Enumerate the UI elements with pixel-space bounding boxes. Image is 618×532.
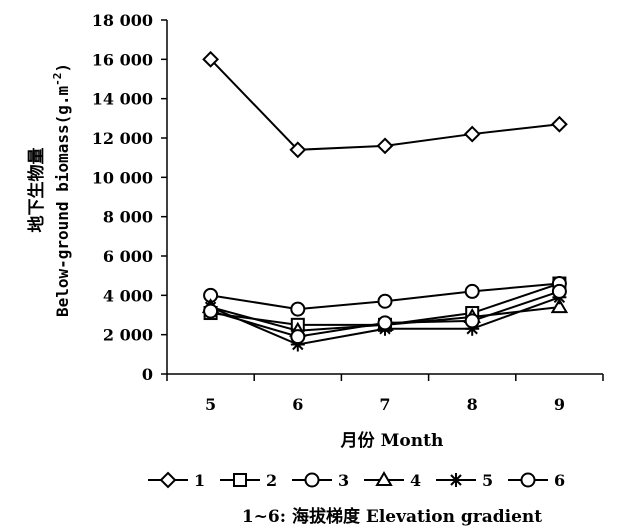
legend-label: 3 (338, 471, 349, 490)
legend-marker (375, 471, 393, 486)
y-tick-label: 2 000 (103, 326, 153, 345)
series-6-point (551, 283, 567, 299)
series-3-point (464, 283, 480, 299)
y-tick-label: 14 000 (92, 90, 153, 109)
series-1-point (202, 50, 220, 68)
y-tick-label: 8 000 (103, 208, 153, 227)
legend-marker (233, 473, 247, 487)
series-1 (202, 50, 568, 159)
y-axis-title-cn: 地下生物量 (26, 148, 47, 233)
series-6-point (203, 303, 219, 319)
series-1-point (376, 137, 394, 155)
legend-item-4: 4 (364, 471, 421, 490)
legend-item-5: 5 (436, 471, 493, 490)
legend: 1 2 3 4 5 6 (148, 471, 565, 490)
y-axis-title: 地下生物量 Below-ground biomass(g.m-2) (26, 63, 72, 317)
legend-marker (304, 472, 320, 488)
legend-marker (449, 473, 463, 487)
series-1-point (550, 115, 568, 133)
series-4-point (550, 298, 569, 314)
y-tick-label: 18 000 (92, 11, 153, 30)
legend-item-6: 6 (508, 471, 565, 490)
x-axis: 5 6 7 8 9 (166, 373, 604, 414)
x-tick-label: 9 (554, 395, 565, 414)
y-axis-title-close: ) (53, 63, 72, 73)
y-axis-title-en-main: Below-ground biomass(g.m (53, 85, 72, 317)
x-tick-label: 7 (379, 395, 390, 414)
series-1-point (289, 141, 307, 159)
series-3-point (290, 301, 306, 317)
legend-item-3: 3 (292, 471, 349, 490)
series-1-line (209, 58, 560, 151)
series-3 (203, 276, 567, 317)
y-axis-title-en: Below-ground biomass(g.m-2) (51, 63, 72, 317)
legend-marker (520, 472, 536, 488)
series-6-point (377, 315, 393, 331)
series-3-point (377, 293, 393, 309)
x-tick-label: 6 (292, 395, 303, 414)
series-6 (203, 283, 567, 345)
legend-label: 6 (554, 471, 565, 490)
series-6-point (290, 329, 306, 345)
series-1-point (463, 125, 481, 143)
y-tick-label: 0 (142, 365, 153, 384)
series-layer (201, 50, 569, 352)
legend-label: 4 (410, 471, 421, 490)
y-tick-label: 16 000 (92, 50, 153, 69)
x-axis-title: 月份 Month (340, 430, 444, 451)
chart-caption: 1~6: 海拔梯度 Elevation gradient (242, 506, 542, 527)
legend-marker-stroke (450, 474, 462, 486)
legend-label: 2 (266, 471, 277, 490)
legend-item-2: 2 (220, 471, 277, 490)
legend-marker (159, 471, 177, 489)
y-axis: 0 2 000 4 000 6 000 8 000 10 000 12 000 14 000 1… (92, 11, 168, 384)
y-tick-label: 12 000 (92, 129, 153, 148)
x-tick-label: 5 (205, 395, 216, 414)
y-tick-label: 6 000 (103, 247, 153, 266)
y-tick-label: 4 000 (103, 286, 153, 305)
series-6-point (464, 313, 480, 329)
x-tick-label: 8 (467, 395, 478, 414)
y-axis-title-unit-sup: -2 (51, 73, 64, 86)
legend-label: 5 (482, 471, 493, 490)
legend-label: 1 (194, 471, 205, 490)
y-tick-label: 10 000 (92, 168, 153, 187)
legend-item-1: 1 (148, 471, 205, 490)
